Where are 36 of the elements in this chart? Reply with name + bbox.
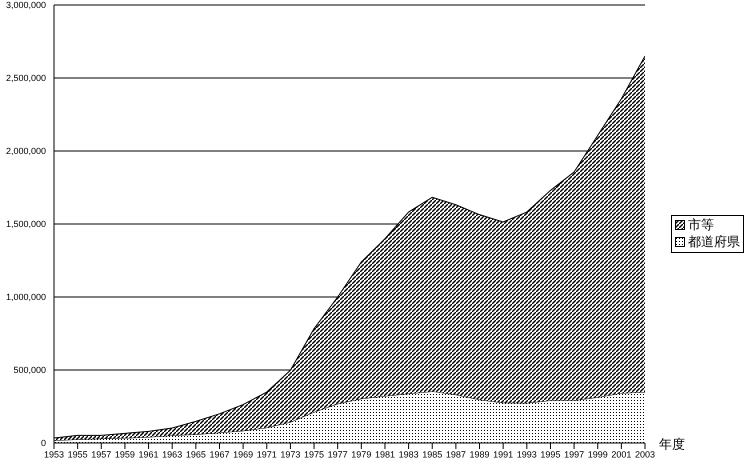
x-tick-label: 1957 bbox=[91, 449, 112, 460]
y-tick-label: 2,500,000 bbox=[6, 73, 46, 84]
x-tick-label: 1985 bbox=[422, 449, 442, 460]
x-tick-label: 1989 bbox=[470, 449, 490, 460]
x-tick-label: 1999 bbox=[588, 449, 608, 460]
y-tick-label: 1,500,000 bbox=[6, 219, 46, 230]
y-tick-label: 3,000,000 bbox=[6, 0, 46, 10]
y-tick-label: 0 bbox=[40, 438, 46, 448]
x-tick-label: 1993 bbox=[516, 449, 537, 460]
x-tick-label: 2003 bbox=[634, 449, 656, 460]
x-tick-label: 1955 bbox=[68, 449, 88, 460]
text: 都道府県 bbox=[688, 234, 740, 250]
y-tick-label: 500,000 bbox=[13, 365, 46, 376]
x-tick-label: 2001 bbox=[611, 449, 632, 460]
x-tick-label: 1987 bbox=[446, 449, 466, 460]
x-tick-label: 1983 bbox=[398, 449, 419, 460]
x-tick-label: 1975 bbox=[304, 449, 324, 460]
x-tick-label: 1965 bbox=[186, 449, 206, 460]
y-tick-label: 2,000,000 bbox=[6, 146, 46, 156]
x-tick-label: 1961 bbox=[138, 449, 159, 460]
x-tick-label: 1997 bbox=[564, 449, 584, 460]
text: 市等 bbox=[688, 216, 714, 234]
x-tick-label: 1979 bbox=[351, 449, 372, 460]
x-tick-label: 1977 bbox=[328, 449, 348, 460]
x-tick-label: 1963 bbox=[162, 449, 182, 460]
x-axis-title: 年度 bbox=[659, 436, 685, 453]
x-tick-label: 1959 bbox=[114, 449, 135, 460]
x-tick-label: 1971 bbox=[256, 449, 277, 460]
x-tick-label: 1973 bbox=[280, 449, 300, 460]
x-tick-label: 1967 bbox=[209, 449, 230, 460]
x-tick-label: 1995 bbox=[540, 449, 560, 460]
y-tick-label: 1,000,000 bbox=[6, 292, 46, 302]
x-tick-label: 1991 bbox=[493, 449, 514, 460]
x-tick-label: 1953 bbox=[44, 449, 64, 460]
x-tick-label: 1981 bbox=[374, 449, 395, 460]
x-tick-label: 1969 bbox=[233, 449, 254, 460]
